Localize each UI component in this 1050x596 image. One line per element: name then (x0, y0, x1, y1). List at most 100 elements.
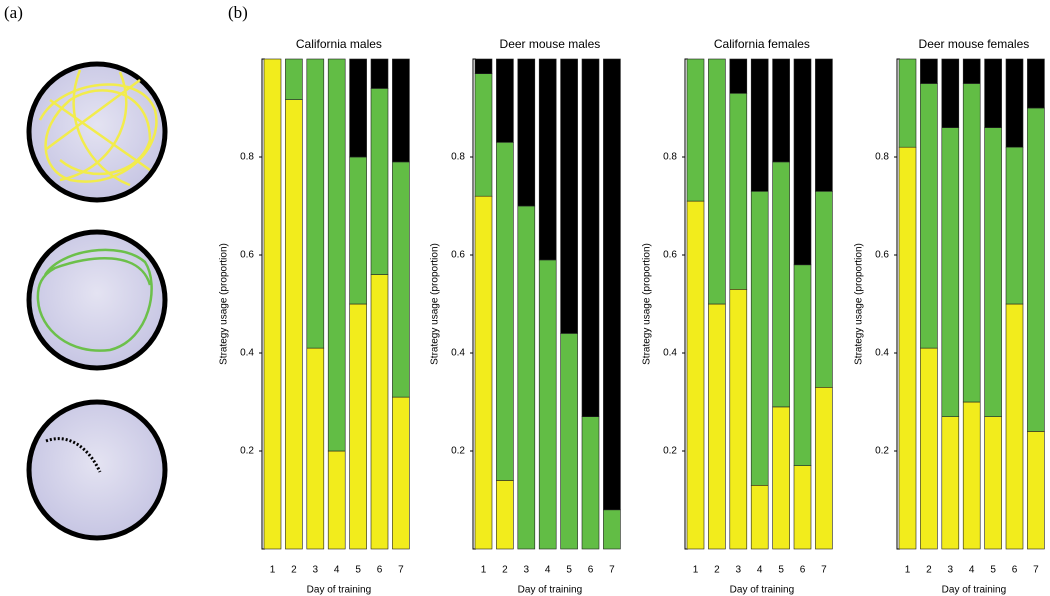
bar-segment (686, 58, 705, 202)
y-tick-label: 0.6 (240, 250, 254, 261)
y-tick-label: 0.8 (240, 152, 254, 163)
x-tick-label: 7 (609, 565, 615, 576)
bar-segment (327, 58, 346, 452)
y-tick-label: 0.4 (451, 348, 465, 359)
bar-segment (815, 58, 833, 192)
y-tick-label: 0.8 (875, 152, 889, 163)
bar-segment (327, 450, 346, 550)
bar-segment (370, 58, 389, 89)
x-tick-label: 4 (969, 565, 975, 576)
bar-segment (370, 274, 389, 550)
x-tick-label: 1 (693, 565, 699, 576)
bar-segment (392, 161, 410, 398)
bar-segment (920, 58, 938, 84)
x-axis-label: Day of training (518, 585, 582, 596)
bar-segment (349, 58, 367, 158)
bar-segment (750, 58, 769, 192)
x-tick-label: 6 (588, 565, 594, 576)
x-tick-label: 5 (566, 565, 572, 576)
x-tick-label: 5 (778, 565, 784, 576)
x-tick-label: 2 (714, 565, 720, 576)
chart-title: California males (296, 37, 382, 51)
x-tick-label: 6 (800, 565, 806, 576)
y-tick-label: 0.8 (663, 152, 677, 163)
x-tick-label: 4 (545, 565, 551, 576)
bar-segment (793, 264, 812, 466)
bar-segment (708, 303, 726, 550)
bar-segment (306, 58, 325, 349)
y-tick-label: 0.2 (451, 446, 465, 457)
x-tick-label: 2 (291, 565, 297, 576)
bar-segment (750, 191, 769, 486)
y-axis-label: Strategy usage (proportion) (430, 243, 441, 365)
y-tick-label: 0.2 (663, 446, 677, 457)
y-axis (684, 58, 688, 550)
bar-segment (815, 386, 833, 550)
bar-segment (392, 58, 410, 163)
bar-segment (517, 205, 536, 550)
bar-segment (962, 58, 981, 84)
bar-segment (729, 288, 748, 550)
bar-segment (898, 146, 917, 550)
y-tick-label: 0.2 (240, 446, 254, 457)
x-tick-label: 6 (377, 565, 383, 576)
chart-title: Deer mouse females (919, 37, 1030, 51)
x-axis-label: Day of training (307, 585, 371, 596)
bar-segment (962, 401, 981, 550)
bar-segment (793, 465, 812, 550)
bar-segment (772, 161, 790, 408)
x-tick-label: 3 (313, 565, 319, 576)
bar-segment (941, 58, 960, 128)
bar-segment (1027, 107, 1045, 432)
x-tick-label: 2 (926, 565, 932, 576)
chart-title: California females (714, 37, 810, 51)
arena-direct (26, 399, 168, 541)
bar-segment (392, 396, 410, 550)
x-tick-label: 1 (481, 565, 487, 576)
bar-segment (750, 484, 769, 550)
bar-segment (538, 259, 557, 550)
y-tick-label: 0.2 (875, 446, 889, 457)
x-tick-label: 5 (990, 565, 996, 576)
y-axis (261, 58, 265, 550)
arena-thigmotaxis (26, 61, 168, 203)
bar-segment (793, 58, 812, 266)
y-axis (896, 58, 900, 550)
bar-segment (1027, 58, 1045, 109)
bar-segment (603, 58, 621, 511)
bar-segment (815, 191, 833, 388)
bar-segment (1005, 58, 1024, 148)
x-tick-label: 3 (948, 565, 954, 576)
y-axis-label: Strategy usage (proportion) (854, 243, 865, 365)
bar-segment (285, 58, 303, 100)
bar-segment (1027, 431, 1045, 550)
chart-title: Deer mouse males (500, 37, 601, 51)
bar-segment (729, 58, 748, 94)
x-tick-label: 3 (524, 565, 530, 576)
bar-segment (349, 156, 367, 305)
bar-segment (708, 58, 726, 305)
bar-segment (1005, 146, 1024, 305)
bar-segment (496, 142, 514, 481)
bar-segment (581, 58, 600, 418)
bar-segment (538, 58, 557, 261)
bar-segment (560, 333, 578, 550)
bar-segment (686, 200, 705, 550)
x-tick-label: 4 (757, 565, 763, 576)
panel-label: (b) (228, 3, 248, 22)
x-tick-label: 4 (334, 565, 340, 576)
y-axis-label: Strategy usage (proportion) (642, 243, 653, 365)
bar-segment (474, 73, 493, 197)
x-tick-label: 3 (736, 565, 742, 576)
bar-segment (984, 58, 1002, 128)
y-tick-label: 0.4 (875, 348, 889, 359)
y-tick-label: 0.4 (240, 348, 254, 359)
x-tick-label: 6 (1012, 565, 1018, 576)
y-axis (472, 58, 476, 550)
x-tick-label: 1 (270, 565, 276, 576)
bar-segment (603, 509, 621, 550)
bar-segment (941, 127, 960, 418)
x-tick-label: 7 (1033, 565, 1039, 576)
arena-scanning (26, 229, 168, 371)
x-tick-label: 5 (355, 565, 361, 576)
